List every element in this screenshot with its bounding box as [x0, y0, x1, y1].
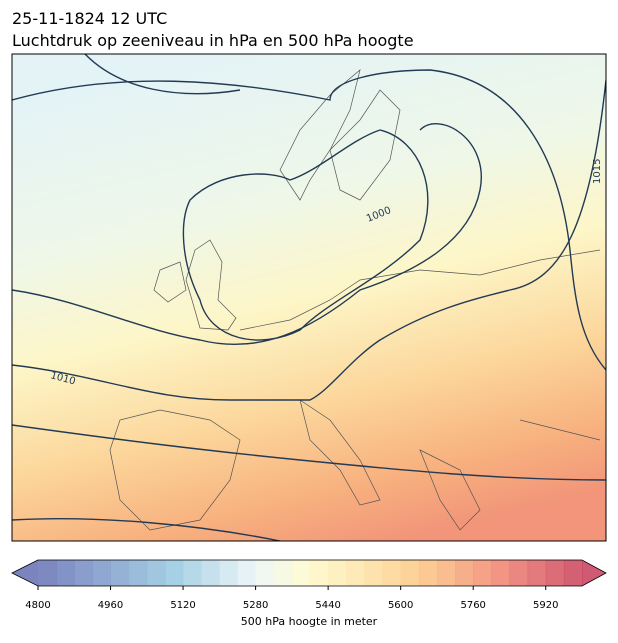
colorbar-tick-label: 5760: [460, 600, 485, 611]
colorbar-segment: [128, 560, 148, 586]
colorbar-segment: [310, 560, 329, 586]
colorbar-segment: [183, 560, 202, 586]
colorbar-tick-label: 5120: [170, 600, 195, 611]
map-background: [12, 54, 606, 541]
colorbar-segment: [110, 560, 130, 586]
colorbar-extend-low: [12, 560, 38, 586]
colorbar-segment: [255, 560, 275, 586]
colorbar-tick-label: 4960: [98, 600, 123, 611]
map: 1010 1000 1015: [12, 54, 606, 541]
colorbar-segment: [364, 560, 384, 586]
colorbar-segment: [146, 560, 166, 586]
coastlines: [109, 69, 601, 531]
colorbar-tick-label: 5440: [315, 600, 340, 611]
colorbar-segment: [291, 560, 311, 586]
map-frame: [11, 53, 607, 542]
isobars: [12, 54, 606, 541]
subtitle: Luchtdruk op zeeniveau in hPa en 500 hPa…: [12, 31, 414, 50]
colorbar-segment: [237, 560, 257, 586]
colorbar-outline: [11, 559, 607, 587]
title: 25-11-1824 12 UTC: [12, 9, 167, 28]
colorbar-extend-high: [582, 560, 606, 586]
colorbar-segment: [455, 560, 474, 586]
colorbar-segment: [273, 560, 293, 586]
colorbar-segment: [201, 560, 220, 586]
contour-label: 1015: [592, 159, 603, 184]
colorbar-segment: [436, 560, 456, 586]
colorbar-segment: [38, 560, 57, 586]
colorbar-segment: [164, 560, 184, 586]
colorbar-segment: [473, 560, 492, 586]
colorbar-segment: [563, 560, 583, 586]
colorbar-segment: [418, 560, 438, 586]
colorbar-segment: [219, 560, 238, 586]
colorbar-segment: [346, 560, 365, 586]
colorbar-segment: [491, 560, 510, 586]
colorbar-label: 500 hPa hoogte in meter: [241, 615, 378, 628]
colorbar-segment: [527, 560, 547, 586]
colorbar-segment: [509, 560, 529, 586]
colorbar-segment: [545, 560, 565, 586]
colorbar-segment: [400, 560, 420, 586]
colorbar-segment: [328, 560, 347, 586]
colorbar-tick-label: 5600: [388, 600, 413, 611]
colorbar-segment: [74, 560, 93, 586]
colorbar-tick-label: 5920: [533, 600, 558, 611]
colorbar-segment: [382, 560, 402, 586]
colorbar-tick-label: 4800: [25, 600, 50, 611]
colorbar-tick-label: 5280: [243, 600, 268, 611]
colorbar-segment: [92, 560, 112, 586]
colorbar-segment: [56, 560, 75, 586]
colorbar: 4800 4960 5120 5280 5440 5600 5760 5920: [11, 559, 607, 611]
